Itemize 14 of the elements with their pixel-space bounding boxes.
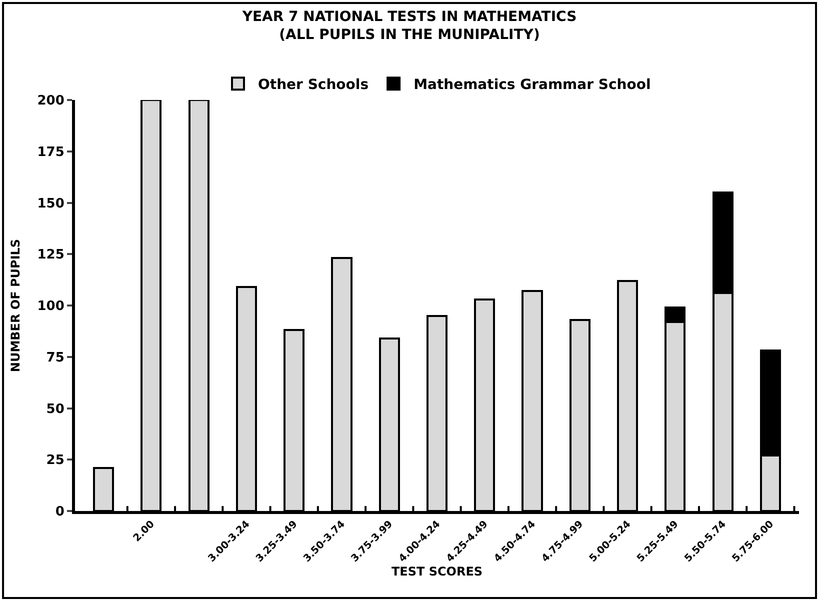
- y-tick-label: 25: [46, 453, 64, 468]
- y-tick-label: 75: [46, 350, 64, 366]
- y-axis-title: NUMBER OF PUPILS: [8, 238, 23, 372]
- y-tick-label: 50: [46, 402, 64, 417]
- y-tick-label: 200: [37, 94, 64, 109]
- y-tick-label: 100: [37, 299, 64, 314]
- y-tick-label: 175: [37, 144, 64, 160]
- x-axis-title: TEST SCORES: [391, 564, 483, 578]
- legend-label: Mathematics Grammar School: [414, 77, 651, 94]
- y-tick-label: 150: [37, 196, 64, 212]
- y-tick-label: 0: [55, 504, 64, 520]
- chart-title: YEAR 7 NATIONAL TESTS IN MATHEMATICS (ALL PUPILS IN THE MUNIPALITY): [241, 9, 577, 44]
- legend-label: Other Schools: [258, 77, 369, 94]
- y-tick-label: 125: [37, 248, 64, 263]
